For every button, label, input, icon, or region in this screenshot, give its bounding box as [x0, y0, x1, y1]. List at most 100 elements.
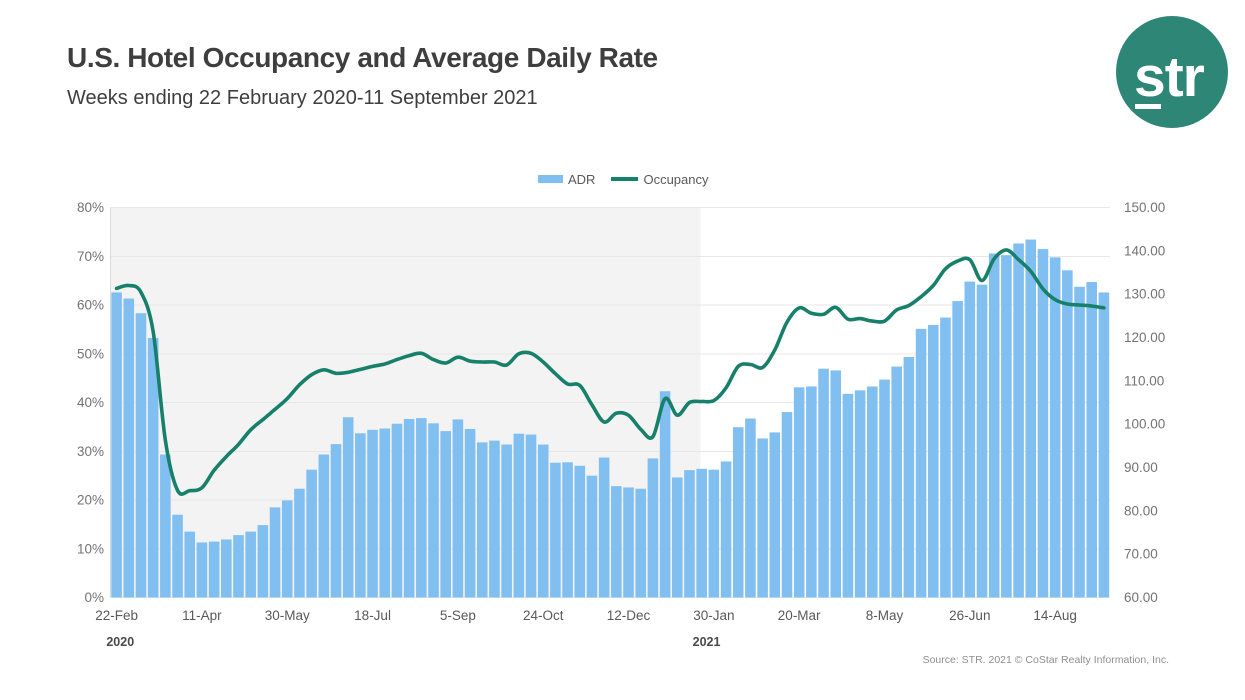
adr-bar [1098, 292, 1110, 598]
x-tick-label: 5-Sep [440, 608, 476, 623]
adr-bar [696, 468, 707, 598]
adr-bar [489, 440, 500, 598]
adr-bar [525, 434, 537, 598]
adr-bar [318, 454, 330, 598]
adr-bar [111, 292, 122, 598]
adr-bar [172, 514, 183, 598]
adr-bar [1025, 239, 1037, 598]
adr-bar [1086, 282, 1098, 598]
adr-bar [988, 253, 1000, 598]
adr-bar [611, 486, 622, 598]
str-logo-text: str [1134, 45, 1205, 109]
adr-bar [684, 470, 695, 598]
adr-bar [428, 423, 439, 598]
adr-bar [306, 469, 317, 598]
adr-bar [586, 475, 598, 598]
legend-occupancy-label: Occupancy [643, 171, 709, 187]
adr-bar [440, 431, 451, 598]
x-tick-label: 24-Oct [523, 608, 564, 623]
adr-bar [940, 317, 951, 598]
adr-bar [135, 313, 147, 598]
adr-bar [842, 393, 854, 598]
adr-bar [659, 391, 671, 598]
left-axis-label: 80% [77, 200, 104, 215]
adr-bar [647, 458, 659, 598]
x-tick-label: 14-Aug [1033, 608, 1077, 623]
adr-bar [976, 284, 988, 598]
adr-bar [184, 531, 196, 598]
x-tick-label: 30-May [265, 608, 310, 623]
right-axis-label: 60.00 [1124, 590, 1158, 605]
right-axis-label: 100.00 [1124, 417, 1165, 432]
right-axis-label: 130.00 [1124, 287, 1165, 302]
adr-bar [927, 324, 939, 598]
adr-bar [757, 438, 768, 598]
adr-bar [781, 412, 793, 598]
right-axis-label: 80.00 [1124, 503, 1158, 518]
adr-bar [1049, 257, 1061, 598]
occupancy-line [114, 248, 1106, 496]
adr-bar [476, 442, 488, 598]
adr-bar [330, 444, 342, 598]
left-axis-label: 60% [77, 298, 104, 313]
legend: ADR Occupancy [538, 170, 709, 188]
adr-bar [147, 337, 159, 598]
adr-bar [720, 461, 732, 598]
adr-bar [513, 433, 525, 598]
adr-bar [867, 386, 878, 598]
adr-bar [793, 387, 805, 598]
year-label: 2020 [106, 635, 134, 649]
adr-bar [342, 417, 354, 598]
left-axis-label: 70% [77, 249, 104, 264]
str-logo: str [1116, 16, 1228, 128]
adr-bar [403, 418, 415, 598]
adr-bar [233, 535, 244, 598]
adr-bar [562, 462, 573, 598]
adr-bar [367, 429, 378, 598]
adr-bar [537, 444, 549, 598]
adr-bar [1001, 255, 1012, 598]
adr-bar [281, 500, 293, 598]
adr-bar [1037, 249, 1049, 598]
adr-bar [806, 386, 817, 598]
adr-bar [903, 357, 915, 598]
adr-bar [891, 366, 902, 598]
x-tick-label: 11-Apr [182, 608, 222, 623]
adr-bar [196, 542, 208, 598]
adr-bar [550, 462, 561, 598]
adr-bar [245, 531, 256, 598]
adr-bar [1074, 286, 1085, 598]
adr-bar [391, 423, 403, 598]
adr-bar [257, 525, 269, 598]
adr-bar [208, 541, 220, 598]
x-tick-label: 26-Jun [949, 608, 990, 623]
adr-bar [123, 298, 135, 598]
adr-bar [598, 457, 610, 598]
right-axis-label: 120.00 [1124, 330, 1165, 345]
adr-bar [915, 328, 927, 598]
chart-title: U.S. Hotel Occupancy and Average Daily R… [67, 42, 658, 73]
x-tick-label: 30-Jan [693, 608, 734, 623]
left-axis-label: 0% [84, 590, 104, 605]
adr-bar [294, 488, 305, 598]
adr-bar [221, 539, 232, 598]
left-axis-label: 40% [77, 395, 104, 410]
right-axis-label: 90.00 [1124, 460, 1158, 475]
x-tick-label: 18-Jul [354, 608, 391, 623]
left-axis-label: 30% [77, 444, 104, 459]
left-axis-label: 10% [77, 541, 104, 556]
adr-bar [355, 433, 366, 598]
adr-bar [160, 454, 171, 598]
x-tick-label: 8-May [866, 608, 904, 623]
right-axis-label: 150.00 [1124, 200, 1165, 215]
adr-bar [952, 301, 963, 598]
adr-bar [379, 428, 391, 598]
adr-bar [769, 432, 781, 598]
right-axis-label: 140.00 [1124, 243, 1165, 258]
legend-adr-swatch [538, 175, 563, 183]
chart-subtitle: Weeks ending 22 February 2020-11 Septemb… [67, 87, 538, 109]
adr-bar [501, 444, 512, 598]
adr-bar [818, 368, 829, 598]
